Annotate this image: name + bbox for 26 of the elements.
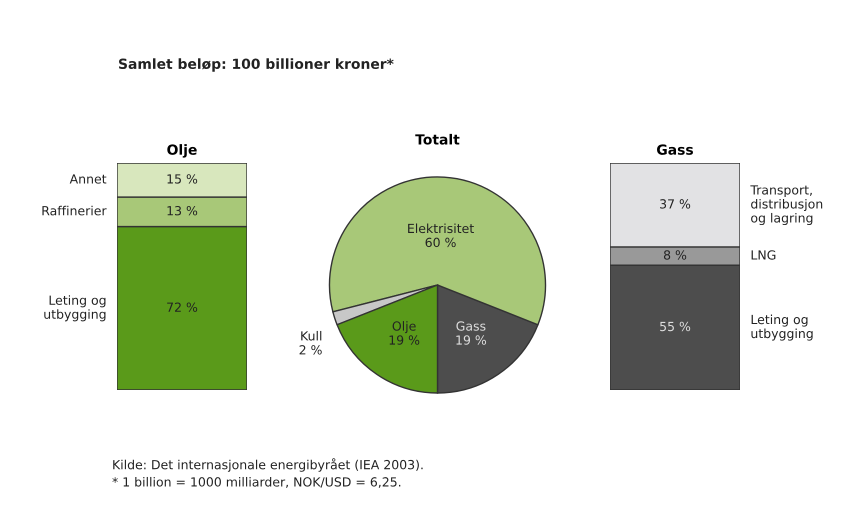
data-label: 2 % xyxy=(300,345,322,355)
series-label: Leting og utbygging xyxy=(751,314,813,341)
data-label: 13 % xyxy=(167,206,198,216)
data-label: 19 % xyxy=(456,335,486,345)
slice-label: Kull xyxy=(301,330,322,341)
series-label: Raffinerier xyxy=(42,206,107,216)
series-label: Annet xyxy=(70,174,106,184)
text: * 1 billion = 1000 milliarder, NOK/USD = 6,25. xyxy=(112,476,400,488)
text: Samlet beløp: 100 billioner kroner* xyxy=(118,58,394,72)
text: Kilde: Det internasjonale energibyrået (IEA 2003). xyxy=(113,458,423,472)
data-label: 72 % xyxy=(167,302,198,312)
data-label: 60 % xyxy=(426,238,456,248)
chart-title: Gass xyxy=(657,144,693,155)
data-label: 19 % xyxy=(390,335,420,345)
data-label: 15 % xyxy=(167,174,198,184)
data-label: 37 % xyxy=(660,199,690,209)
series-label: LNG xyxy=(752,250,776,260)
series-label: Transport, distribusjon og lagring xyxy=(750,185,822,226)
series-label: Leting og utbygging xyxy=(44,295,106,322)
data-label: 8 % xyxy=(664,250,686,260)
slice-label: Gass xyxy=(456,321,486,331)
data-label: 55 % xyxy=(660,322,690,332)
chart-title: Olje xyxy=(167,144,197,158)
slice-label: Elektrisitet xyxy=(408,223,474,234)
slice-label: Olje xyxy=(392,321,416,334)
chart-title: Totalt xyxy=(415,134,460,145)
